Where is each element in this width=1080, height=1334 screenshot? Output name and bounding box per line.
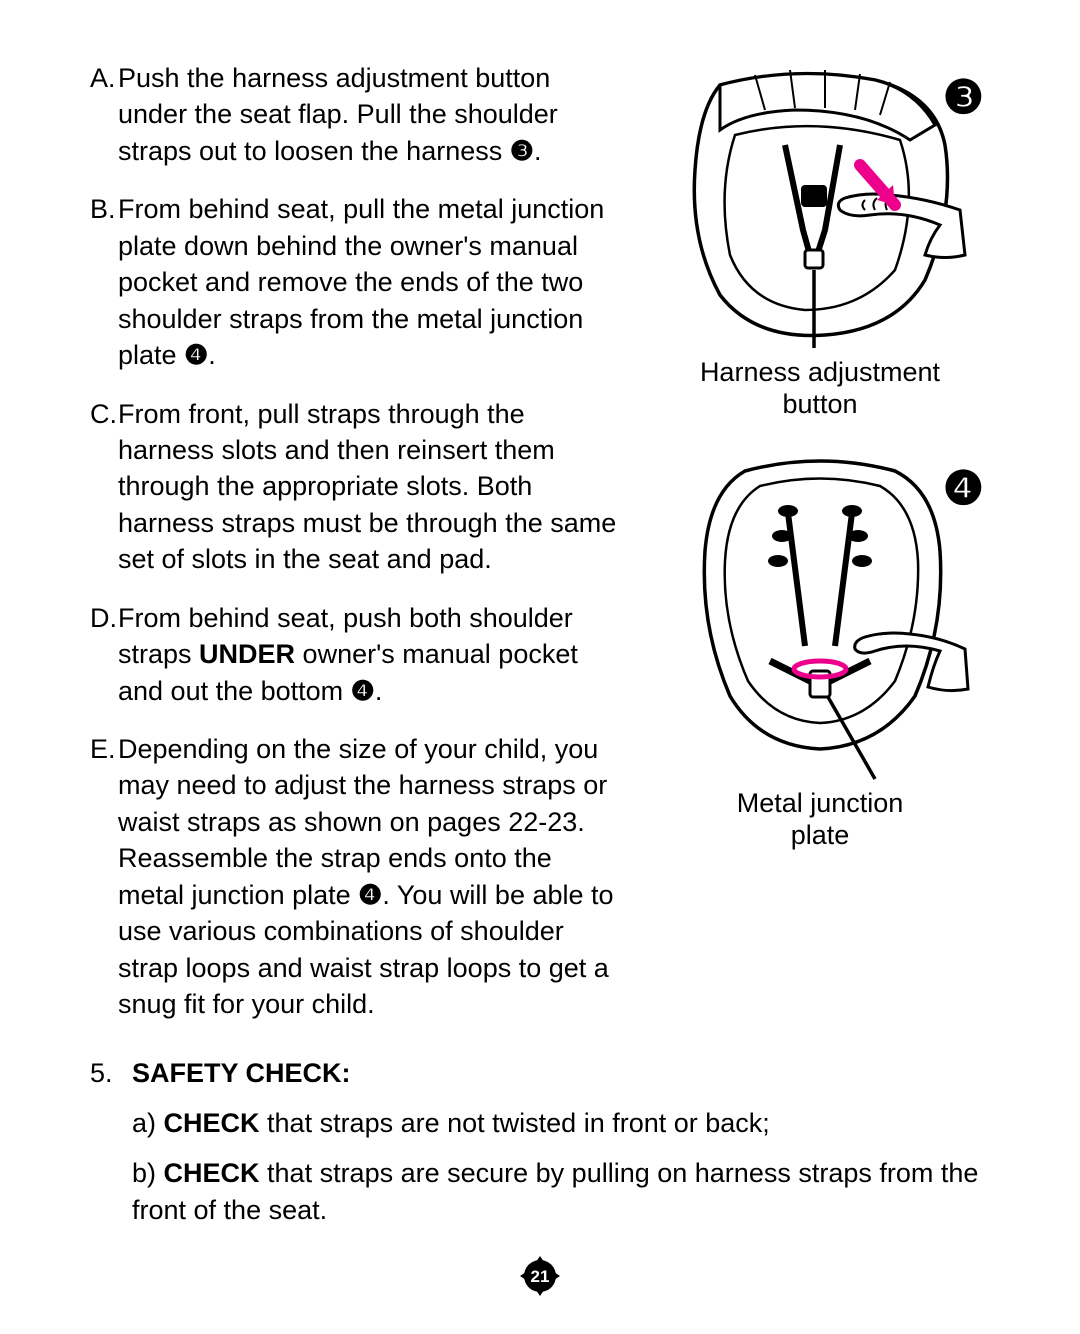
step-d-after: .: [375, 676, 383, 706]
figure-column: ❸: [650, 60, 990, 1045]
step-b-after: .: [208, 340, 216, 370]
step-c: C. From front, pull straps through the h…: [90, 396, 620, 578]
step-a-after: .: [534, 136, 542, 166]
step-a-body: Push the harness adjustment button under…: [118, 60, 620, 169]
figure-4: ❹: [650, 451, 990, 852]
safety-check-heading-row: 5. SAFETY CHECK:: [90, 1055, 990, 1091]
figure-3-caption-line2: button: [782, 389, 857, 419]
svg-text:21: 21: [531, 1267, 550, 1286]
step-a: A. Push the harness adjustment button un…: [90, 60, 620, 169]
safety-check-a: a) CHECK that straps are not twisted in …: [132, 1105, 990, 1141]
step-d-body: From behind seat, push both shoulder str…: [118, 600, 620, 709]
step-c-letter: C.: [90, 396, 118, 578]
step-e: E. Depending on the size of your child, …: [90, 731, 620, 1023]
page-number: 21: [516, 1252, 564, 1300]
step-b-body: From behind seat, pull the metal junctio…: [118, 191, 620, 373]
ref-3-icon: ❸: [510, 133, 534, 169]
safety-check-number: 5.: [90, 1055, 132, 1091]
figure-4-caption-line2: plate: [791, 820, 850, 850]
step-e-letter: E.: [90, 731, 118, 1023]
safety-a-label: a): [132, 1108, 164, 1138]
instruction-text-column: A. Push the harness adjustment button un…: [90, 60, 620, 1045]
figure-4-number: ❹: [943, 457, 984, 519]
step-d: D. From behind seat, push both shoulder …: [90, 600, 620, 709]
ref-4-icon: ❹: [358, 877, 382, 913]
figure-3: ❸: [650, 60, 990, 421]
step-b: B. From behind seat, pull the metal junc…: [90, 191, 620, 373]
safety-b-text: that straps are secure by pulling on har…: [132, 1158, 978, 1224]
step-b-letter: B.: [90, 191, 118, 373]
step-a-text: Push the harness adjustment button under…: [118, 63, 558, 166]
step-e-body: Depending on the size of your child, you…: [118, 731, 620, 1023]
figure-4-caption-line1: Metal junction: [737, 788, 904, 818]
safety-b-label: b): [132, 1158, 164, 1188]
ref-4-icon: ❹: [184, 337, 208, 373]
figure-3-caption-line1: Harness adjustment: [700, 357, 940, 387]
figure-3-caption: Harness adjustment button: [650, 356, 990, 421]
ref-4-icon: ❹: [351, 673, 375, 709]
step-a-letter: A.: [90, 60, 118, 169]
step-d-bold: UNDER: [199, 639, 295, 669]
step-c-body: From front, pull straps through the harn…: [118, 396, 620, 578]
page-number-icon: 21: [516, 1252, 564, 1300]
safety-check-b: b) CHECK that straps are secure by pulli…: [132, 1155, 990, 1228]
safety-b-bold: CHECK: [164, 1158, 260, 1188]
figure-3-illustration: [665, 60, 975, 350]
safety-check-title: SAFETY CHECK:: [132, 1055, 351, 1091]
step-d-letter: D.: [90, 600, 118, 709]
figure-4-illustration: [670, 451, 970, 781]
figure-3-number: ❸: [943, 66, 984, 128]
safety-a-bold: CHECK: [164, 1108, 260, 1138]
figure-4-caption: Metal junction plate: [650, 787, 990, 852]
safety-a-text: that straps are not twisted in front or …: [260, 1108, 770, 1138]
